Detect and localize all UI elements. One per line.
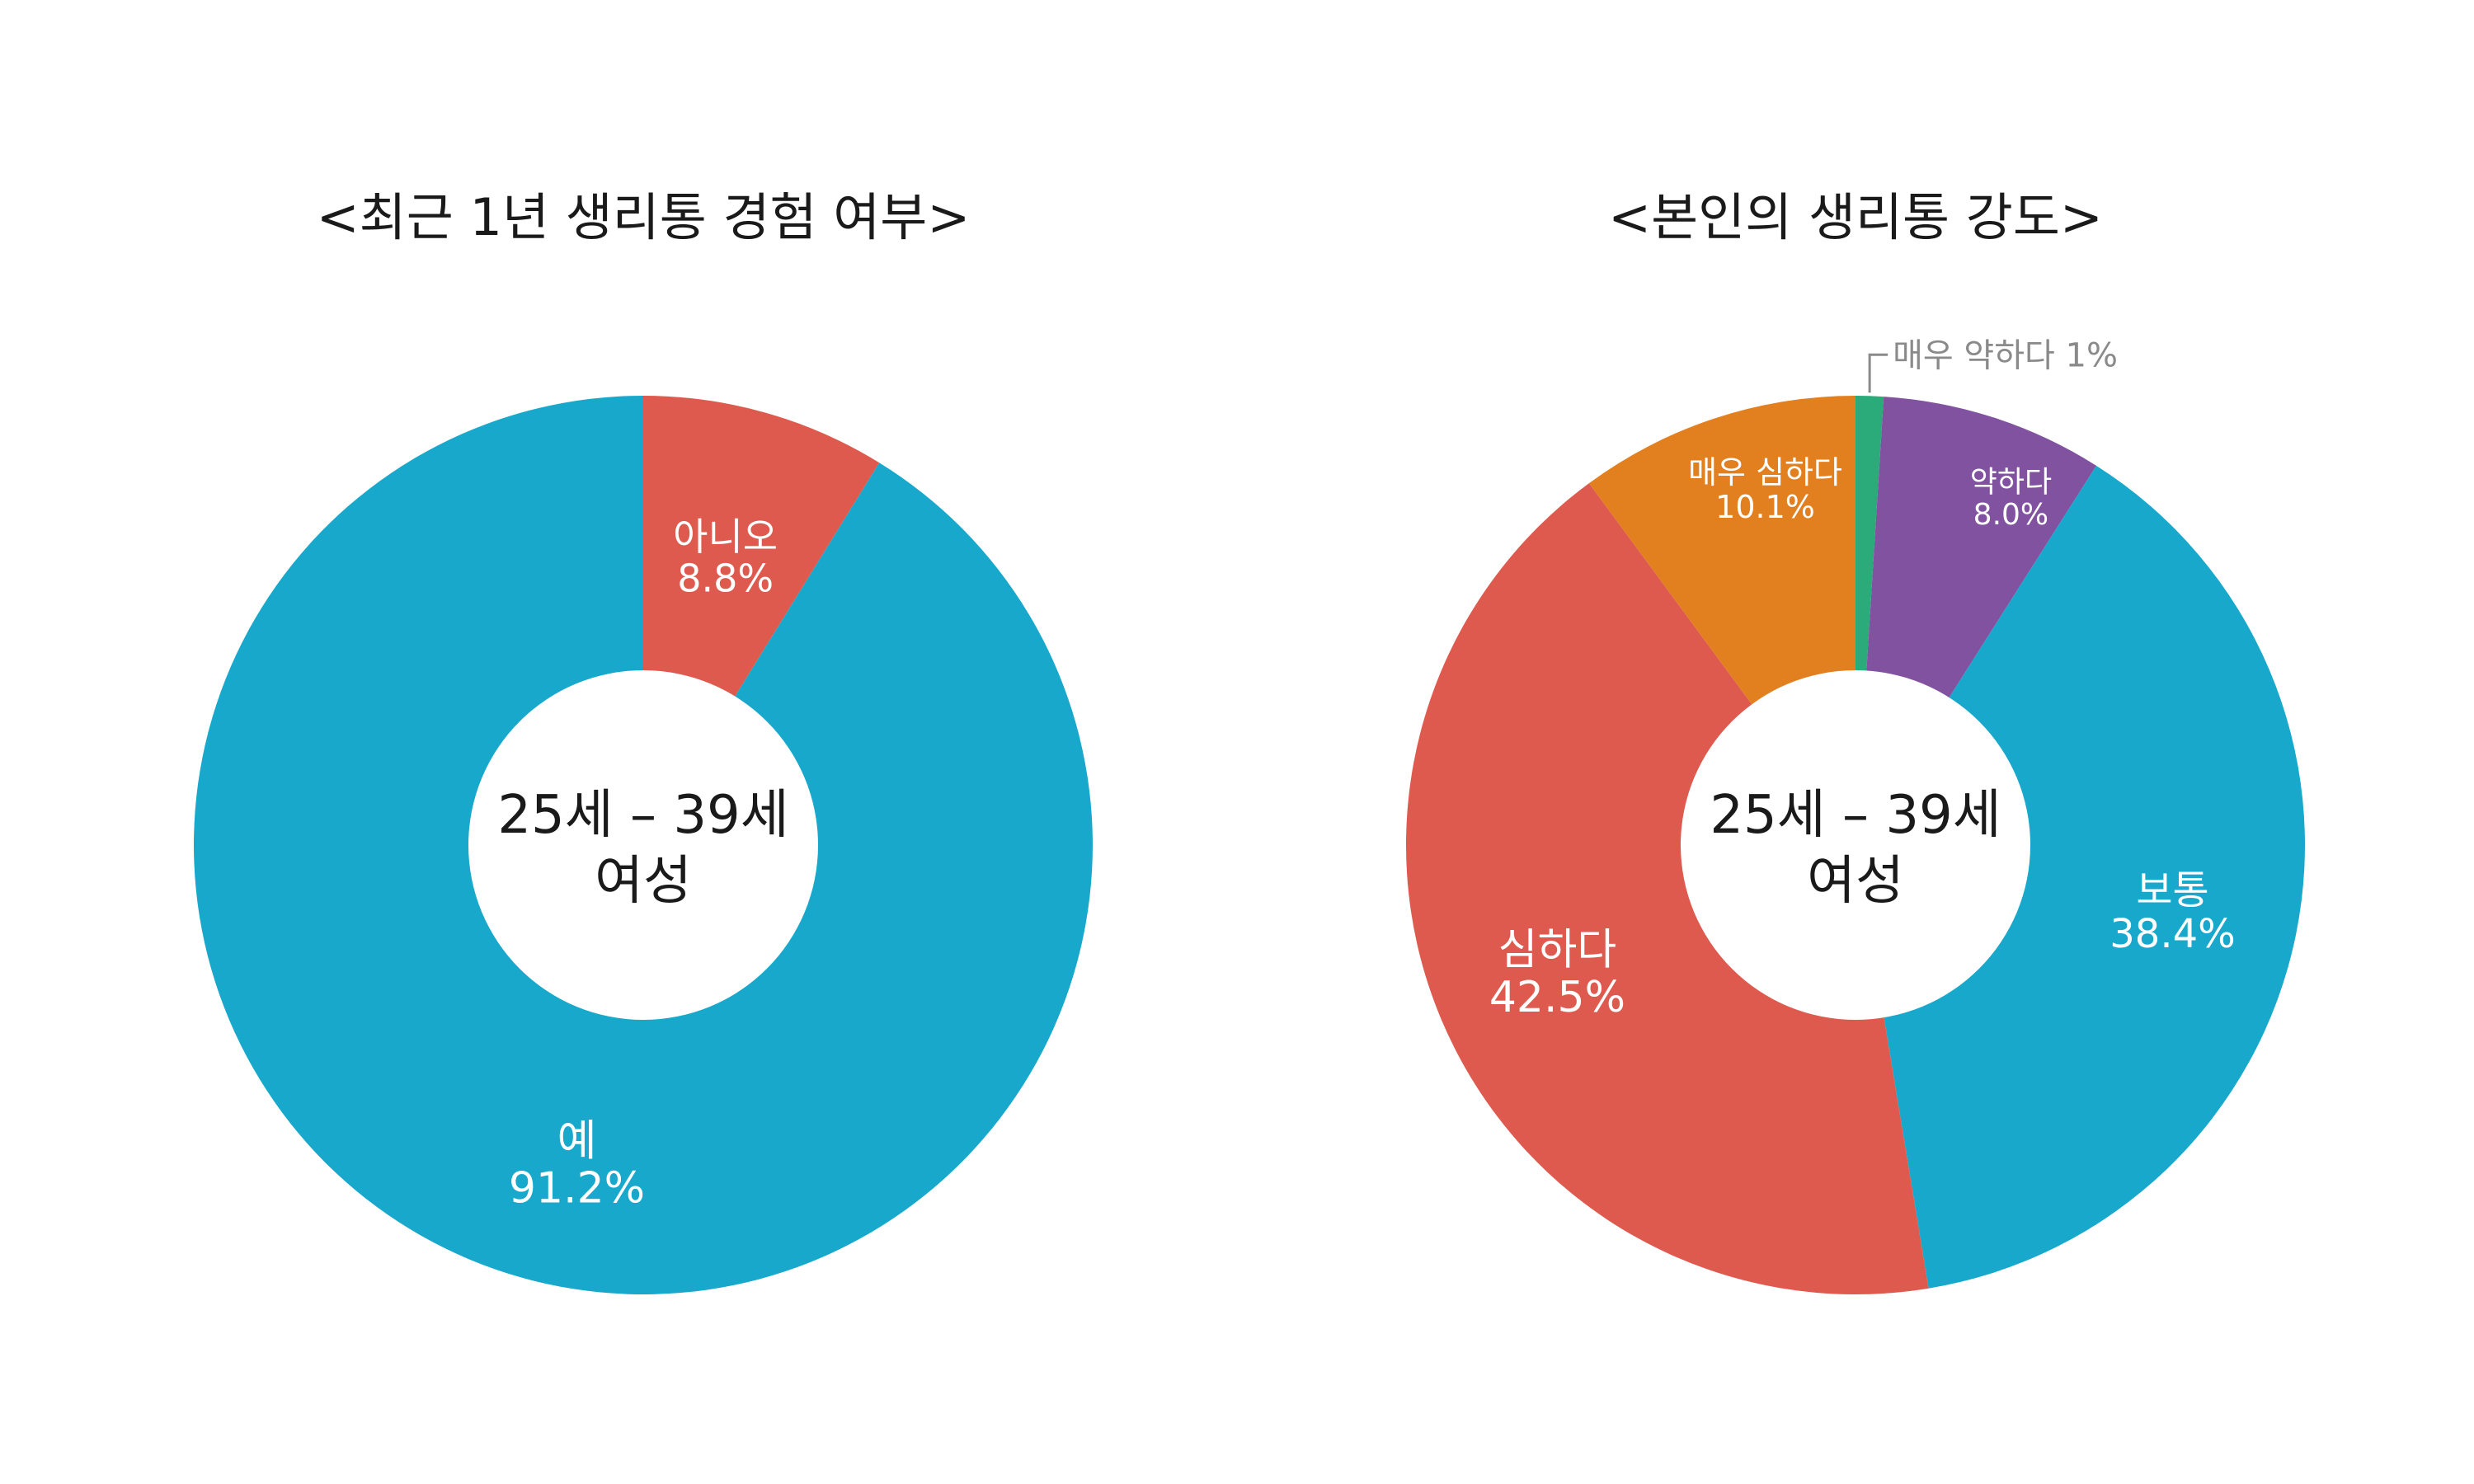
donut-hole	[468, 670, 818, 1020]
pie-chart-menstrual-pain-intensity: <본인의 생리통 강도> 25세 – 39세 여성 매우 약하다 1% 약하다8.…	[1405, 187, 2306, 1295]
callout-line	[1868, 353, 1888, 393]
center-label-age: 25세 – 39세	[1710, 785, 2001, 846]
slice-label-매우-심하다: 매우 심하다	[1688, 454, 1842, 491]
chart-title: <본인의 생리통 강도>	[1608, 187, 2103, 247]
slice-label-매우-약하다: 매우 약하다 1%	[1893, 336, 2118, 374]
slices	[1405, 396, 2306, 1295]
slice-label-예: 예	[557, 1116, 597, 1166]
slice-label-아니오: 아니오	[673, 514, 778, 559]
slice-보통	[1856, 465, 2306, 1289]
center-label-age: 25세 – 39세	[497, 785, 788, 846]
slice-value-매우-심하다: 10.1%	[1715, 489, 1815, 525]
slice-label-보통: 보통	[2136, 867, 2208, 913]
center-label-group: 여성	[1807, 851, 1904, 912]
center-label-group: 여성	[595, 851, 692, 912]
slice-value-약하다: 8.0%	[1973, 498, 2048, 532]
slice-심하다	[1405, 483, 1929, 1295]
slice-label-약하다: 약하다	[1970, 465, 2052, 499]
donut-hole	[1681, 670, 2030, 1020]
slice-value-예: 91.2%	[509, 1163, 645, 1213]
slice-value-심하다: 42.5%	[1489, 973, 1625, 1022]
slice-value-아니오: 8.8%	[677, 556, 774, 600]
slice-label-심하다: 심하다	[1498, 926, 1617, 975]
slice-value-보통: 38.4%	[2109, 911, 2235, 957]
chart-title: <최근 1년 생리통 경험 여부>	[317, 187, 971, 247]
